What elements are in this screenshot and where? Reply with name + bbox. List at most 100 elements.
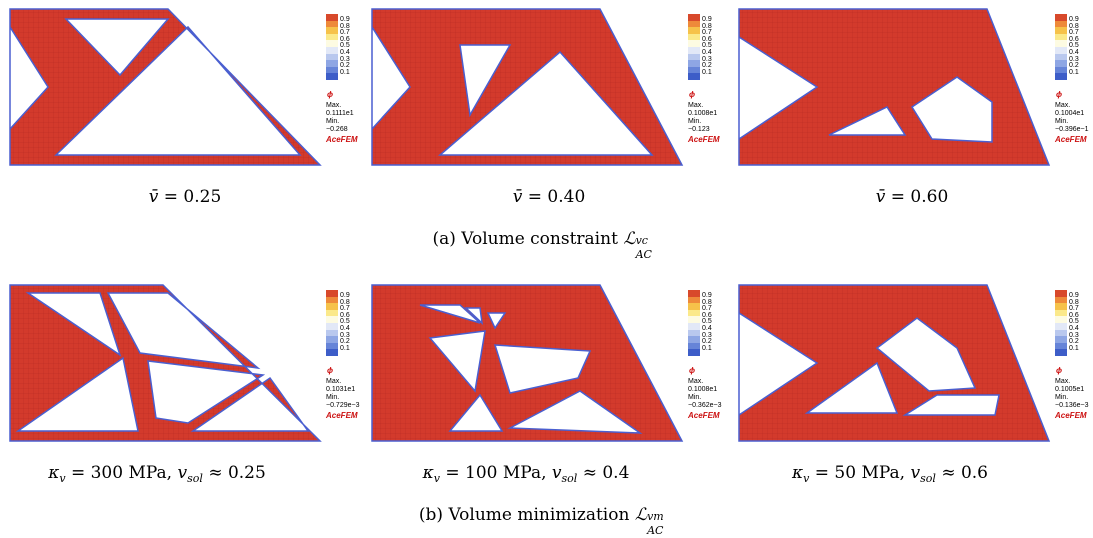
colorbar-swatch (688, 296, 700, 304)
max-value: 0.1008e1 (688, 386, 718, 393)
colorbar-tick-label: 0.4 (340, 325, 350, 332)
colorbar-swatch (326, 342, 338, 350)
colorbar-tick-label: 0.7 (1069, 305, 1079, 313)
colorbar-tick-label: 0.7 (340, 305, 350, 313)
colorbar-tick-label: 0.2 (1069, 62, 1079, 70)
colorbar-swatch (688, 309, 700, 317)
colorbar-swatch (688, 336, 700, 343)
colorbar-swatch (688, 53, 700, 61)
colorbar-swatch (1055, 303, 1067, 310)
colorbar-tick-label: 0.3 (340, 55, 350, 63)
colorbar-swatch (326, 14, 338, 21)
min-value: −0.729e−3 (326, 402, 360, 409)
field-symbol: ϕ (1056, 90, 1063, 99)
max-label: Max. (1055, 378, 1071, 385)
colorbar-swatch (688, 73, 700, 80)
colorbar-tick-label: 0.8 (340, 298, 350, 306)
colorbar-swatch (688, 342, 700, 350)
colorbar-tick-label: 0.9 (1069, 16, 1079, 23)
panel-a2: 0.9 0.8 0.7 0.6 0.5 0.4 0.3 0.2 0.1 ϕ Max. 0.1008e1… (370, 7, 730, 177)
colorbar-swatch (326, 66, 338, 74)
min-value: −0.136e−3 (1055, 402, 1089, 409)
panel-a1: 0.9 0.8 0.7 0.6 0.5 0.4 0.3 0.2 0.1 ϕ Max. 0.1111e1… (8, 7, 368, 177)
colorbar-tick-label: 0.1 (702, 344, 712, 352)
colorbar-tick-label: 0.9 (702, 292, 712, 299)
colorbar-tick-label: 0.2 (340, 62, 350, 70)
colorbar-tick-label: 0.7 (702, 305, 712, 313)
colorbar-tick-label: 0.1 (340, 68, 350, 76)
colorbar-tick-label: 0.4 (340, 49, 350, 56)
acefem-logo: AceFEM (1055, 411, 1087, 420)
colorbar-swatch (1055, 296, 1067, 304)
colorbar-tick-label: 0.5 (702, 318, 712, 326)
field-symbol: ϕ (327, 366, 334, 375)
colorbar-swatch (688, 329, 700, 337)
panel-a3: 0.9 0.8 0.7 0.6 0.5 0.4 0.3 0.2 0.1 ϕ Max. 0.1004e1… (737, 7, 1093, 177)
min-label: Min. (1055, 394, 1069, 401)
colorbar-swatch (1055, 27, 1067, 34)
field-symbol: ϕ (1056, 366, 1063, 375)
colorbar-tick-label: 0.5 (340, 42, 350, 50)
colorbar-tick-label: 0.7 (1069, 29, 1079, 37)
caption-b1: κv = 300 MPa, vsol ≈ 0.25 (48, 463, 266, 485)
colorbar-swatch (326, 290, 338, 297)
colorbar-tick-label: 0.4 (1069, 49, 1079, 56)
max-label: Max. (688, 102, 704, 109)
acefem-logo: AceFEM (1055, 135, 1087, 144)
colorbar-tick-label: 0.1 (340, 344, 350, 352)
colorbar-tick-label: 0.7 (340, 29, 350, 37)
colorbar-tick-label: 0.2 (702, 338, 712, 346)
colorbar-tick-label: 0.5 (340, 318, 350, 326)
colorbar-tick-label: 0.8 (1069, 298, 1079, 306)
colorbar-tick-label: 0.8 (1069, 22, 1079, 30)
colorbar-swatch (688, 349, 700, 356)
colorbar-tick-label: 0.1 (1069, 344, 1079, 352)
colorbar-tick-label: 0.2 (1069, 338, 1079, 346)
min-value: −0.396e−1 (1055, 126, 1089, 133)
colorbar-tick-label: 0.6 (340, 35, 350, 43)
max-label: Max. (688, 378, 704, 385)
colorbar-swatch (1055, 33, 1067, 41)
colorbar-tick-label: 0.8 (340, 22, 350, 30)
colorbar-tick-label: 0.4 (702, 325, 712, 332)
colorbar-tick-label: 0.6 (340, 311, 350, 319)
colorbar-swatch (326, 33, 338, 41)
colorbar-swatch (326, 40, 338, 47)
colorbar-tick-label: 0.1 (702, 68, 712, 76)
colorbar-swatch (1055, 14, 1067, 21)
acefem-logo: AceFEM (688, 411, 720, 420)
colorbar-tick-label: 0.3 (1069, 331, 1079, 339)
colorbar-tick-label: 0.5 (1069, 318, 1079, 326)
colorbar-swatch (1055, 47, 1067, 54)
max-value: 0.1008e1 (688, 110, 718, 117)
max-value: 0.1111e1 (326, 110, 354, 117)
min-label: Min. (688, 118, 702, 125)
colorbar-tick-label: 0.5 (1069, 42, 1079, 50)
colorbar-tick-label: 0.9 (1069, 292, 1079, 299)
colorbar-tick-label: 0.9 (340, 292, 350, 299)
caption-b2: κv = 100 MPa, vsol ≈ 0.4 (422, 463, 630, 485)
min-label: Min. (326, 394, 340, 401)
field-symbol: ϕ (689, 90, 696, 99)
colorbar-tick-label: 0.2 (340, 338, 350, 346)
min-label: Min. (688, 394, 702, 401)
colorbar-tick-label: 0.1 (1069, 68, 1079, 76)
colorbar-tick-label: 0.5 (702, 42, 712, 50)
colorbar-swatch (688, 14, 700, 21)
colorbar-tick-label: 0.3 (1069, 55, 1079, 63)
colorbar-swatch (1055, 290, 1067, 297)
colorbar-tick-label: 0.9 (702, 16, 712, 23)
acefem-logo: AceFEM (326, 411, 358, 420)
colorbar-swatch (326, 349, 338, 356)
colorbar-tick-label: 0.6 (1069, 35, 1079, 43)
caption-a1: v̄ = 0.25 (148, 187, 222, 207)
colorbar-swatch (326, 309, 338, 317)
colorbar-swatch (1055, 316, 1067, 323)
caption-b3: κv = 50 MPa, vsol ≈ 0.6 (792, 463, 988, 485)
min-label: Min. (326, 118, 340, 125)
colorbar-tick-label: 0.8 (702, 22, 712, 30)
colorbar-swatch (326, 296, 338, 304)
colorbar-tick-label: 0.2 (702, 62, 712, 70)
max-label: Max. (1055, 102, 1071, 109)
